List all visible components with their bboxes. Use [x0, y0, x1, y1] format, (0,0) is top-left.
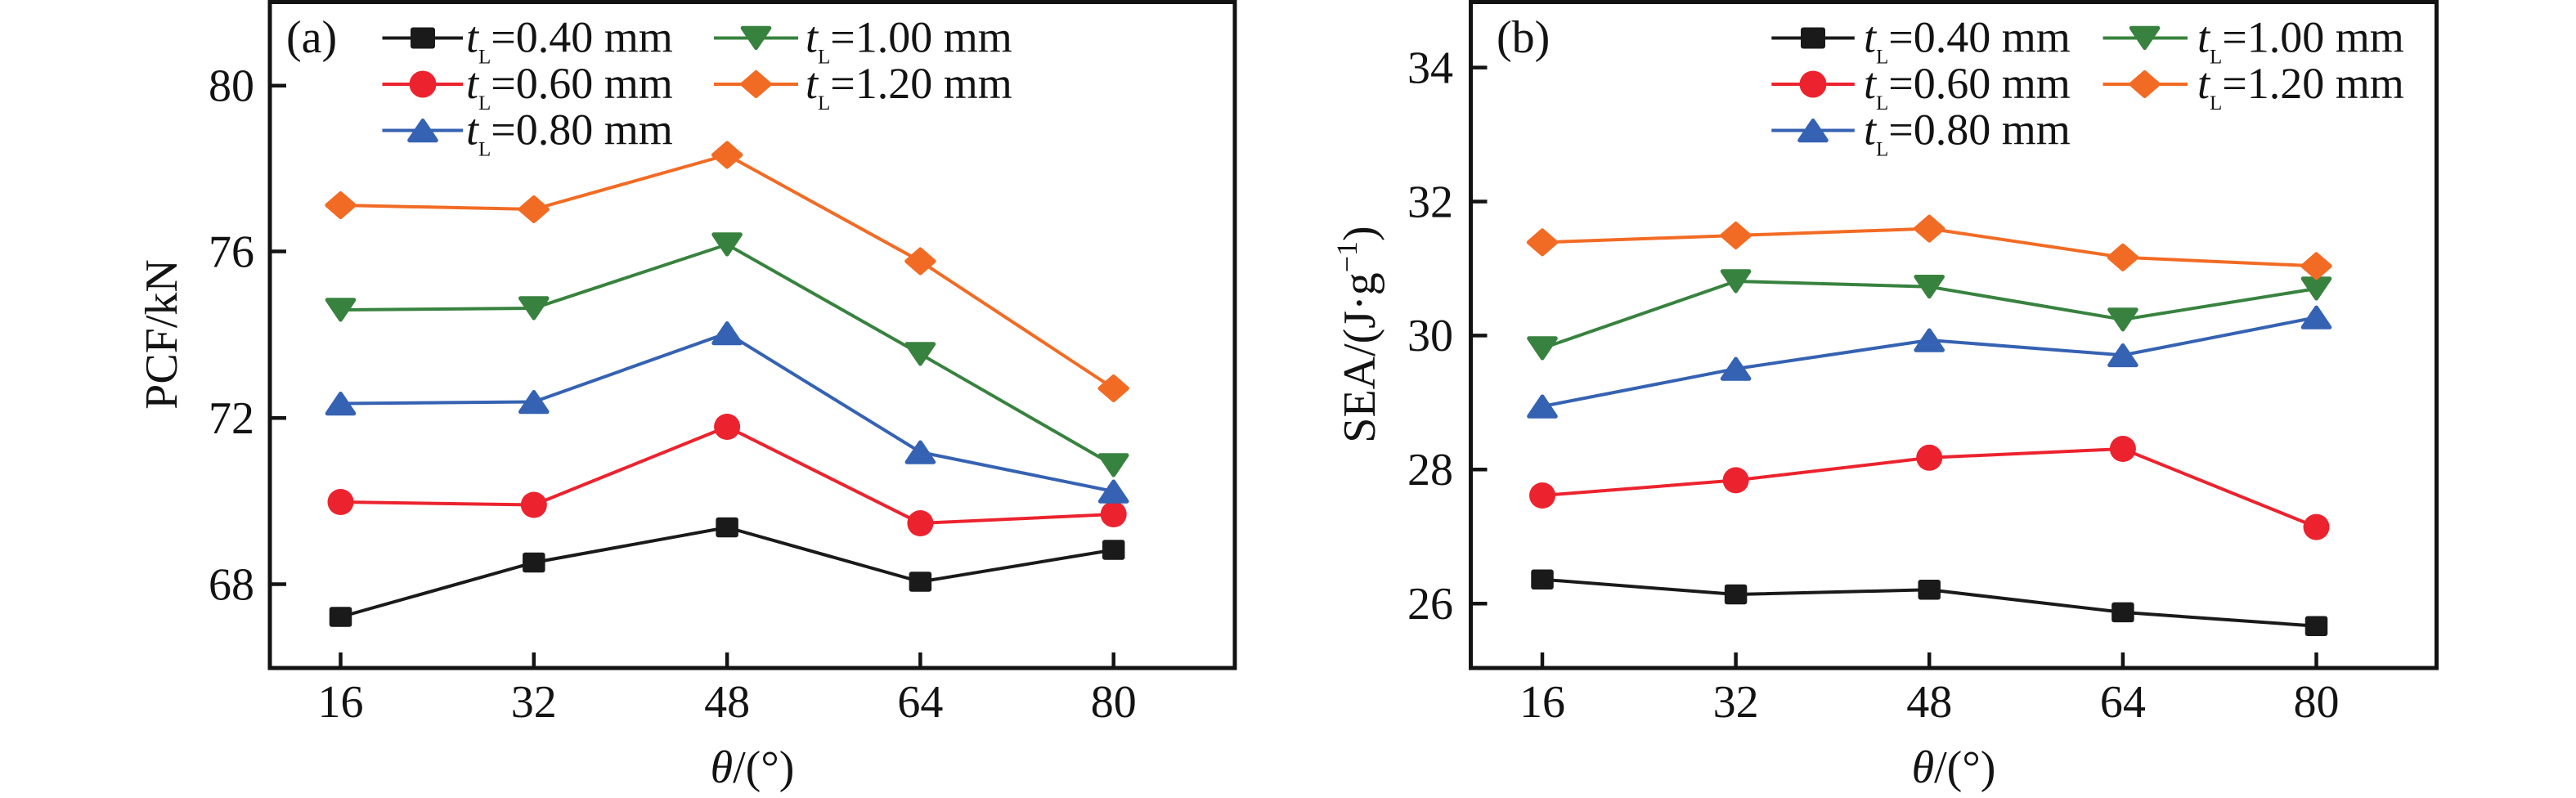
- svg-text:16: 16: [318, 677, 364, 728]
- svg-text:tL=0.60 mm: tL=0.60 mm: [1864, 59, 2071, 114]
- svg-text:(a): (a): [286, 12, 337, 63]
- svg-text:32: 32: [1407, 177, 1453, 227]
- svg-text:64: 64: [897, 677, 943, 728]
- svg-text:26: 26: [1407, 579, 1453, 630]
- svg-text:tL=1.20 mm: tL=1.20 mm: [2197, 59, 2404, 114]
- svg-text:48: 48: [1906, 677, 1952, 728]
- svg-text:28: 28: [1407, 445, 1453, 495]
- svg-text:68: 68: [209, 559, 254, 610]
- svg-text:16: 16: [1519, 677, 1565, 728]
- svg-text:64: 64: [2100, 677, 2146, 728]
- svg-text:PCF/kN: PCF/kN: [137, 259, 187, 410]
- svg-text:80: 80: [2294, 677, 2340, 728]
- svg-text:tL=1.20 mm: tL=1.20 mm: [806, 59, 1012, 114]
- svg-text:32: 32: [511, 677, 557, 728]
- svg-text:80: 80: [209, 61, 254, 112]
- svg-text:76: 76: [209, 226, 254, 277]
- svg-text:tL=0.80 mm: tL=0.80 mm: [466, 105, 673, 161]
- svg-text:(b): (b): [1497, 12, 1550, 63]
- svg-text:θ/(°): θ/(°): [711, 742, 795, 793]
- svg-text:30: 30: [1407, 311, 1453, 361]
- svg-text:tL=0.40 mm: tL=0.40 mm: [1864, 13, 2071, 69]
- svg-text:34: 34: [1407, 43, 1453, 93]
- svg-text:tL=1.00 mm: tL=1.00 mm: [2197, 13, 2404, 69]
- svg-text:48: 48: [704, 677, 750, 728]
- svg-text:tL=0.80 mm: tL=0.80 mm: [1864, 105, 2071, 161]
- svg-text:θ/(°): θ/(°): [1912, 742, 1996, 793]
- svg-text:tL=1.00 mm: tL=1.00 mm: [806, 13, 1012, 69]
- svg-text:72: 72: [209, 393, 254, 444]
- svg-text:80: 80: [1091, 677, 1137, 728]
- svg-text:tL=0.40 mm: tL=0.40 mm: [466, 13, 673, 69]
- svg-text:32: 32: [1713, 677, 1759, 728]
- svg-text:tL=0.60 mm: tL=0.60 mm: [466, 59, 673, 114]
